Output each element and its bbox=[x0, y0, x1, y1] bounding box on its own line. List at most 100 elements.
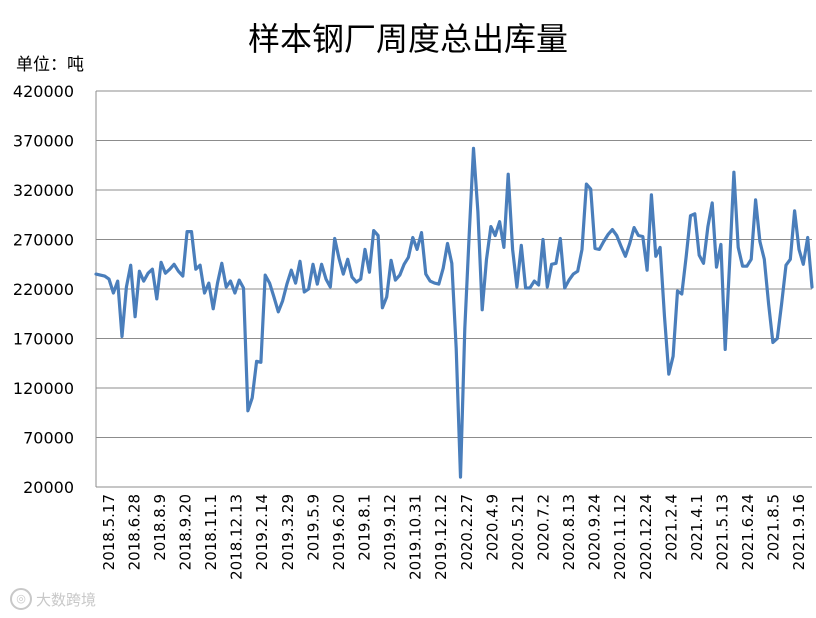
data-point bbox=[498, 220, 501, 223]
x-tick-label: 2018.12.13 bbox=[228, 494, 246, 580]
data-point bbox=[789, 258, 792, 261]
data-point bbox=[476, 210, 480, 213]
data-point bbox=[615, 234, 618, 237]
unit-label: 单位：吨 bbox=[16, 55, 84, 75]
data-point bbox=[576, 269, 579, 273]
data-point bbox=[546, 285, 549, 289]
data-point bbox=[654, 255, 657, 258]
data-point bbox=[437, 282, 441, 286]
data-point bbox=[168, 268, 171, 271]
data-point bbox=[177, 269, 180, 273]
data-point bbox=[255, 360, 258, 363]
data-point bbox=[433, 281, 436, 285]
x-tick-label: 2019.6.20 bbox=[330, 494, 348, 570]
data-point bbox=[203, 291, 206, 295]
x-tick-label: 2018.5.17 bbox=[100, 494, 118, 570]
data-point bbox=[99, 273, 102, 277]
y-tick-label: 70000 bbox=[23, 429, 74, 448]
data-point bbox=[337, 257, 341, 260]
data-point bbox=[676, 289, 679, 293]
data-point bbox=[394, 278, 397, 282]
x-tick-label: 2019.5.9 bbox=[304, 494, 322, 561]
data-point bbox=[264, 273, 267, 277]
data-point bbox=[663, 315, 666, 318]
data-point bbox=[541, 238, 545, 241]
x-tick-label: 2019.12.12 bbox=[432, 494, 450, 580]
watermark: ◎ 大数跨境 bbox=[10, 588, 96, 610]
data-point bbox=[211, 307, 215, 310]
data-point bbox=[285, 282, 289, 286]
data-point bbox=[706, 225, 710, 228]
data-point bbox=[702, 262, 705, 265]
data-point bbox=[533, 279, 536, 283]
data-point bbox=[737, 246, 740, 249]
data-point bbox=[472, 147, 475, 150]
data-point bbox=[138, 269, 141, 273]
data-point bbox=[667, 372, 670, 376]
x-tick-label: 2021.5.13 bbox=[714, 494, 732, 570]
data-point bbox=[198, 264, 202, 267]
x-tick-label: 2020.8.13 bbox=[560, 494, 578, 570]
data-point bbox=[650, 193, 653, 197]
data-point bbox=[342, 272, 345, 276]
data-point bbox=[719, 243, 723, 246]
data-point bbox=[420, 231, 423, 234]
data-point bbox=[155, 297, 158, 301]
data-point bbox=[641, 235, 644, 238]
data-point bbox=[320, 263, 323, 266]
data-point bbox=[710, 201, 714, 205]
data-point bbox=[494, 234, 497, 237]
data-point bbox=[554, 262, 558, 265]
data-point bbox=[602, 240, 605, 243]
data-point bbox=[277, 310, 280, 313]
data-point bbox=[194, 268, 198, 271]
y-tick-label: 220000 bbox=[13, 280, 74, 299]
data-point bbox=[415, 248, 419, 251]
data-point bbox=[324, 277, 328, 281]
data-point bbox=[446, 242, 449, 245]
data-point bbox=[750, 258, 753, 261]
data-point bbox=[797, 248, 801, 251]
x-tick-label: 2021.6.24 bbox=[739, 494, 757, 570]
data-point bbox=[372, 229, 375, 232]
data-point bbox=[133, 315, 137, 318]
data-point bbox=[120, 335, 124, 338]
data-point bbox=[780, 302, 783, 306]
y-tick-label: 120000 bbox=[13, 379, 74, 398]
data-point bbox=[290, 268, 293, 272]
data-point bbox=[784, 264, 788, 267]
data-point bbox=[520, 244, 523, 247]
data-point bbox=[589, 187, 592, 191]
data-point bbox=[238, 278, 241, 282]
data-point bbox=[424, 272, 427, 276]
data-point bbox=[307, 287, 310, 291]
y-tick-label: 270000 bbox=[13, 231, 74, 250]
data-point bbox=[593, 247, 597, 250]
data-point bbox=[671, 355, 675, 358]
data-point bbox=[598, 248, 601, 251]
x-tick-label: 2019.3.29 bbox=[279, 494, 297, 570]
data-point bbox=[732, 170, 736, 174]
data-point bbox=[355, 280, 358, 284]
data-point bbox=[481, 308, 484, 311]
data-point bbox=[689, 214, 692, 217]
data-point bbox=[116, 279, 119, 283]
data-point bbox=[528, 286, 532, 290]
data-point bbox=[376, 234, 380, 237]
data-point bbox=[754, 198, 757, 202]
data-point bbox=[715, 266, 718, 269]
data-point bbox=[463, 327, 467, 330]
x-tick-label: 2020.11.12 bbox=[611, 494, 629, 580]
x-tick-label: 2019.10.31 bbox=[407, 494, 425, 580]
data-point bbox=[303, 290, 306, 294]
watermark-logo-icon: ◎ bbox=[10, 588, 32, 610]
data-point bbox=[159, 261, 163, 264]
data-point bbox=[606, 233, 610, 236]
x-tick-label: 2020.9.24 bbox=[586, 494, 604, 570]
data-point bbox=[272, 295, 276, 299]
data-point bbox=[441, 267, 445, 270]
y-tick-label: 20000 bbox=[23, 478, 74, 497]
data-point bbox=[611, 228, 614, 231]
data-point bbox=[259, 361, 263, 364]
